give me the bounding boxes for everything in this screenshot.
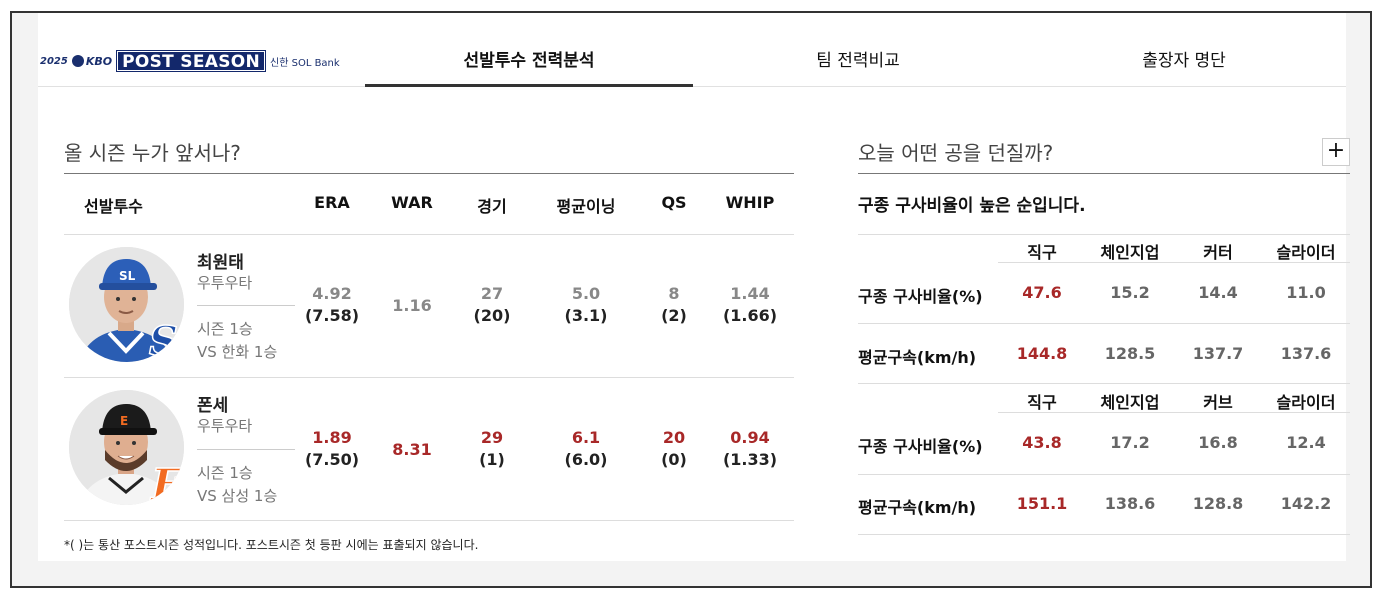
ratio-label: 구종 구사비율(%) xyxy=(858,437,983,456)
starters-title: 올 시즌 누가 앞서나? xyxy=(64,141,241,165)
eagles-logo-icon: E xyxy=(149,460,184,505)
player-hand: 우투우타 xyxy=(197,274,253,292)
stat-avg-innings: 5.0 (3.1) xyxy=(564,284,608,325)
speed-value: 142.2 xyxy=(1280,494,1332,513)
divider xyxy=(64,173,794,174)
stat-era: 1.89 (7.50) xyxy=(304,428,360,469)
player-hand: 우투우타 xyxy=(197,417,253,435)
col-header-era: ERA xyxy=(314,193,350,212)
footnote: *( )는 통산 포스트시즌 성적입니다. 포스트시즌 첫 등판 시에는 표출되… xyxy=(64,538,479,552)
lions-logo-icon: S xyxy=(149,318,178,362)
pitches-title: 오늘 어떤 공을 던질까? xyxy=(858,141,1054,165)
tab-starter-analysis[interactable]: 선발투수 전력분석 xyxy=(365,49,693,87)
pitch-type-header: 직구 xyxy=(1027,393,1057,412)
divider xyxy=(64,377,794,378)
col-header-pitcher: 선발투수 xyxy=(84,197,143,216)
player-record-vs: VS 삼성 1승 xyxy=(197,487,278,505)
stat-qs: 20 (0) xyxy=(661,428,687,469)
pitch-type-header: 체인지업 xyxy=(1100,243,1160,262)
player-record-vs: VS 한화 1승 xyxy=(197,343,278,361)
divider xyxy=(64,234,794,235)
ratio-value: 17.2 xyxy=(1110,433,1150,452)
postseason-logo: 2025 KBO POST SEASON 신한 SOL Bank xyxy=(40,49,340,73)
ratio-value: 43.8 xyxy=(1022,433,1062,452)
divider xyxy=(858,323,1350,324)
header-bar: 2025 KBO POST SEASON 신한 SOL Bank 선발투수 전력… xyxy=(38,13,1346,87)
stat-era: 4.92 (7.58) xyxy=(304,284,360,325)
svg-text:SL: SL xyxy=(119,269,136,283)
stat-whip: 0.94 (1.33) xyxy=(722,428,778,469)
speed-label: 평균구속(km/h) xyxy=(858,498,977,517)
tab-team-compare[interactable]: 팀 전력비교 xyxy=(816,51,900,71)
player-record-season: 시즌 1승 xyxy=(197,320,253,338)
stat-whip: 1.44 (1.66) xyxy=(722,284,778,325)
ratio-value: 47.6 xyxy=(1022,283,1062,302)
col-header-qs: QS xyxy=(661,193,687,212)
pitch-type-header: 슬라이더 xyxy=(1276,393,1336,412)
ratio-value: 11.0 xyxy=(1286,283,1326,302)
speed-label: 평균구속(km/h) xyxy=(858,348,977,367)
logo-title: POST SEASON xyxy=(116,50,267,72)
divider xyxy=(858,474,1350,475)
widget-frame: 2025 KBO POST SEASON 신한 SOL Bank 선발투수 전력… xyxy=(10,11,1372,588)
speed-value: 137.7 xyxy=(1192,344,1244,363)
divider xyxy=(998,262,1350,263)
divider xyxy=(858,173,1350,174)
svg-text:L: L xyxy=(168,333,184,362)
stat-games: 29 (1) xyxy=(479,428,505,469)
pitch-type-header: 커터 xyxy=(1203,243,1233,262)
svg-text:E: E xyxy=(120,414,128,428)
ratio-value: 14.4 xyxy=(1198,283,1238,302)
ratio-label: 구종 구사비율(%) xyxy=(858,287,983,306)
pitch-type-header: 커브 xyxy=(1203,393,1233,412)
pitch-type-header: 직구 xyxy=(1027,243,1057,262)
stat-war: 1.16 xyxy=(392,296,432,315)
divider xyxy=(858,534,1350,535)
ratio-value: 15.2 xyxy=(1110,283,1150,302)
stat-games: 27 (20) xyxy=(473,284,511,325)
divider xyxy=(858,383,1350,384)
stat-qs: 8 (2) xyxy=(661,284,687,325)
stat-war: 8.31 xyxy=(392,440,432,459)
speed-value: 128.5 xyxy=(1104,344,1156,363)
divider xyxy=(998,412,1350,413)
player-photo-ponce: E E xyxy=(69,390,184,505)
pitch-type-header: 체인지업 xyxy=(1100,393,1160,412)
pitch-type-header: 슬라이더 xyxy=(1276,243,1336,262)
pitches-subtitle: 구종 구사비율이 높은 순입니다. xyxy=(858,196,1086,216)
player-name: 폰세 xyxy=(197,396,229,416)
stat-avg-innings: 6.1 (6.0) xyxy=(564,428,608,469)
player-name: 최원태 xyxy=(197,253,244,273)
speed-value: 128.8 xyxy=(1192,494,1244,513)
widget-panel: 2025 KBO POST SEASON 신한 SOL Bank 선발투수 전력… xyxy=(38,13,1350,561)
player-record-season: 시즌 1승 xyxy=(197,464,253,482)
ratio-value: 12.4 xyxy=(1286,433,1326,452)
col-header-war: WAR xyxy=(391,193,433,212)
player-photo-choi: SL S L xyxy=(69,247,184,362)
speed-value: 151.1 xyxy=(1016,494,1068,513)
divider xyxy=(197,305,295,306)
col-header-avg-innings: 평균이닝 xyxy=(556,197,616,216)
logo-year: 2025 xyxy=(40,55,68,67)
divider xyxy=(197,449,295,450)
tab-roster[interactable]: 출장자 명단 xyxy=(1142,51,1226,71)
col-header-whip: WHIP xyxy=(725,193,775,212)
col-header-games: 경기 xyxy=(477,197,507,216)
speed-value: 144.8 xyxy=(1016,344,1068,363)
speed-value: 137.6 xyxy=(1280,344,1332,363)
speed-value: 138.6 xyxy=(1104,494,1156,513)
divider xyxy=(858,234,1350,235)
divider xyxy=(64,520,794,521)
kbo-emblem-icon xyxy=(71,55,84,67)
logo-kbo: KBO xyxy=(71,55,112,68)
logo-sponsor: 신한 SOL Bank xyxy=(270,57,340,69)
expand-button[interactable]: + xyxy=(1322,138,1350,166)
ratio-value: 16.8 xyxy=(1198,433,1238,452)
